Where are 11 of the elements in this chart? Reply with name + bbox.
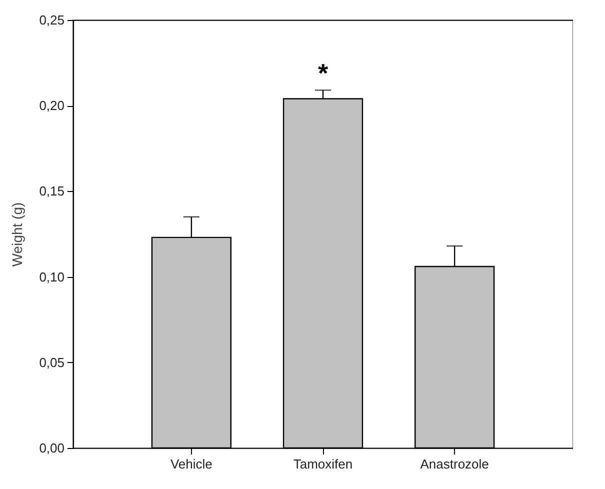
- y-axis-title: Weight (g): [9, 202, 26, 267]
- y-tick-label: 0,05: [39, 354, 64, 370]
- y-tick-label: 0,00: [39, 440, 64, 456]
- y-tick-label: 0,25: [39, 12, 64, 28]
- x-tick-label: Tamoxifen: [293, 456, 353, 472]
- annotation: *: [318, 58, 329, 88]
- y-tick-label: 0,10: [39, 269, 64, 284]
- x-tick-label: Anastrozole: [420, 456, 489, 472]
- x-tick-label: Vehicle: [170, 456, 212, 472]
- y-tick-label: 0,15: [39, 184, 64, 199]
- y-tick-label: 0,20: [39, 98, 64, 114]
